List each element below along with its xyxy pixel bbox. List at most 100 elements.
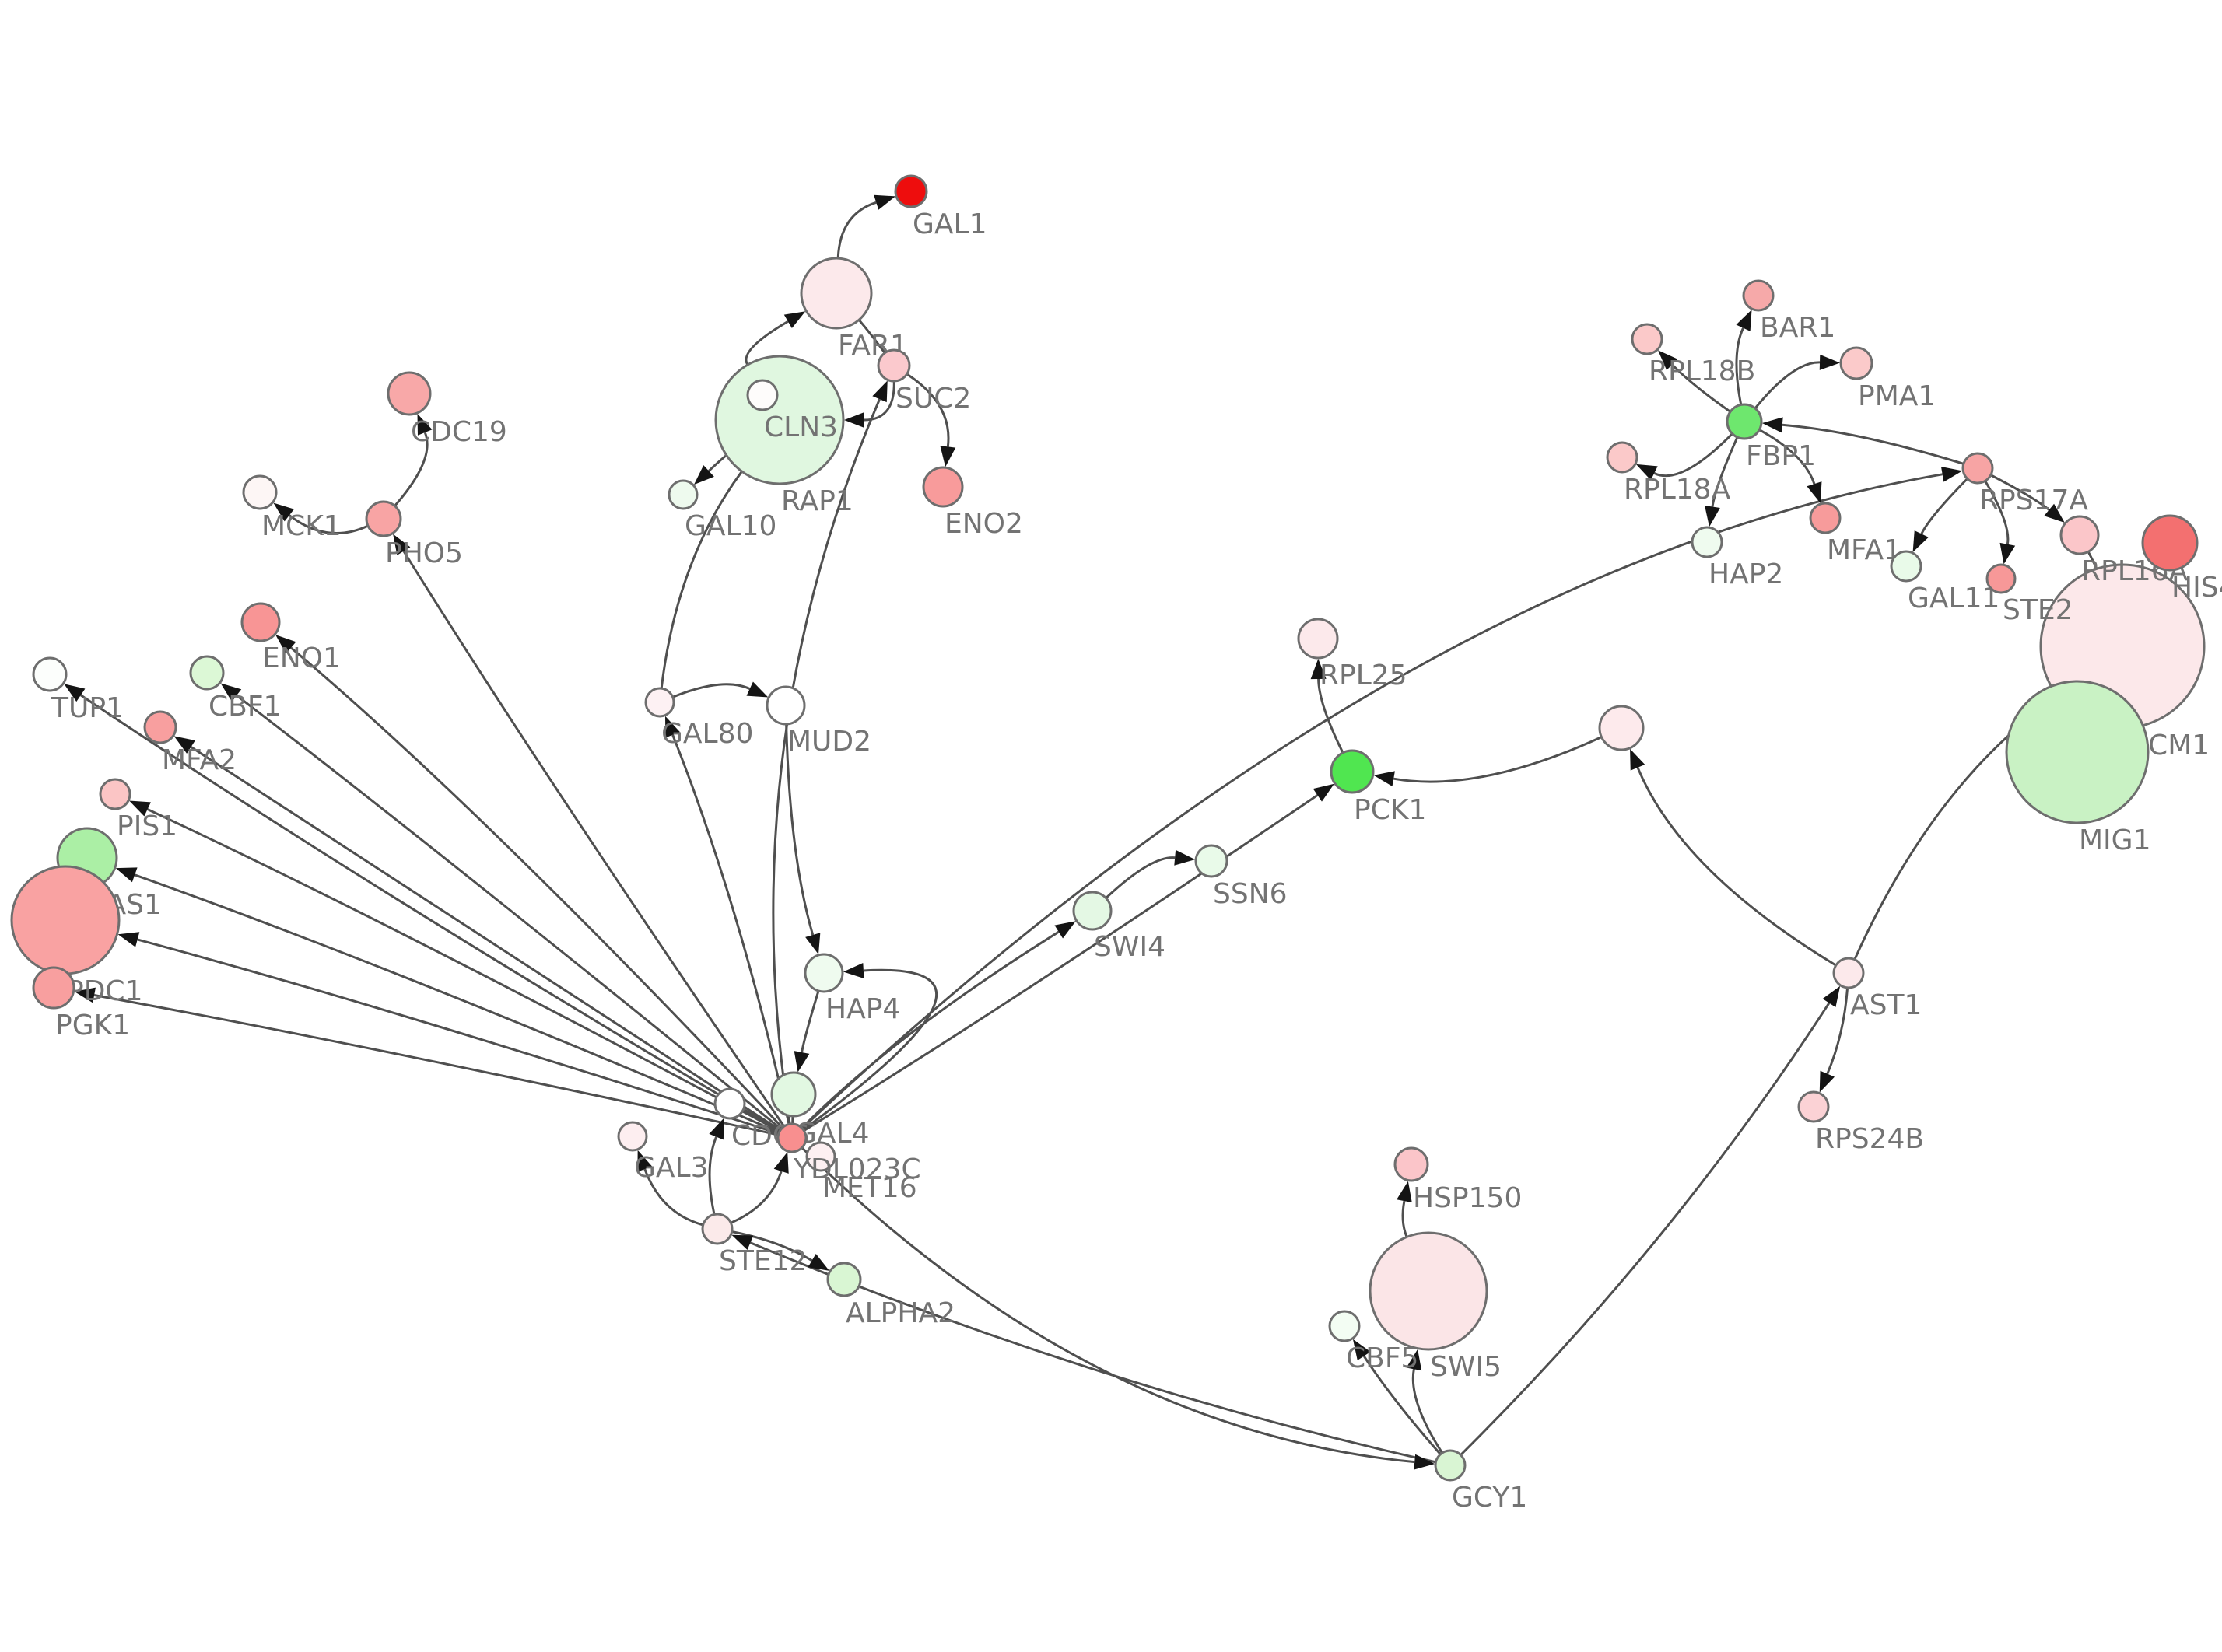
edge-YDL023C-TUP1[interactable] xyxy=(79,694,780,1132)
edge-YDL023C-SWI4[interactable] xyxy=(801,930,1060,1129)
edge-YDL023C-RAS1[interactable] xyxy=(134,873,780,1133)
node-ENO2[interactable] xyxy=(922,466,964,508)
edge-SWI4-SSN6[interactable] xyxy=(1106,856,1176,899)
edge-NODE_U1-PCK1[interactable] xyxy=(1393,736,1602,783)
edge-AST1-RPS24B[interactable] xyxy=(1826,988,1849,1075)
edge-YDL023C-PGK1[interactable] xyxy=(93,994,778,1136)
node-HAP4[interactable] xyxy=(804,953,844,993)
edge-YDL023C-GAL80[interactable] xyxy=(671,734,790,1124)
node-MUD2[interactable] xyxy=(766,685,806,726)
edge-STE12-GAL3[interactable] xyxy=(643,1168,703,1227)
edge-RPS17A-FBP1[interactable] xyxy=(1782,423,1964,465)
node-CDC6[interactable] xyxy=(713,1087,746,1120)
node-ENO1[interactable] xyxy=(240,602,281,642)
edge-YDL023C-GCY1[interactable] xyxy=(801,1147,1415,1464)
edge-PCK1-RPL25[interactable] xyxy=(1317,678,1344,753)
node-HAP2[interactable] xyxy=(1691,526,1723,558)
edge-YDL023C-PIS1[interactable] xyxy=(147,808,780,1132)
edge-RPS17A-STE2[interactable] xyxy=(1984,481,2010,545)
node-GCY1[interactable] xyxy=(1434,1449,1467,1482)
node-GAL4[interactable] xyxy=(770,1071,817,1118)
node-CLN3[interactable] xyxy=(746,379,779,411)
edge-FBP1-RPL18A[interactable] xyxy=(1653,433,1733,478)
node-GAL11[interactable] xyxy=(1890,550,1922,583)
edge-GCY1-SWI5[interactable] xyxy=(1411,1369,1443,1453)
node-HSP150[interactable] xyxy=(1393,1146,1429,1182)
node-SWI4[interactable] xyxy=(1072,891,1113,931)
edge-GAL80-MUD2[interactable] xyxy=(673,683,751,698)
node-MCK1[interactable] xyxy=(242,474,278,510)
node-RPL18A[interactable] xyxy=(1606,441,1638,474)
node-PCK1[interactable] xyxy=(1330,749,1375,794)
node-PHO5[interactable] xyxy=(365,500,402,537)
edge-PHO5-MCK1[interactable] xyxy=(288,514,368,535)
node-GAL3[interactable] xyxy=(617,1121,648,1152)
edge-YDL023C-ENO1[interactable] xyxy=(290,646,783,1129)
node-STE12[interactable] xyxy=(701,1213,734,1245)
edge-GAL80-RAP1[interactable] xyxy=(660,471,743,688)
edge-YDL023C-PCK1[interactable] xyxy=(804,794,1319,1132)
edge-STE12-CDC6[interactable] xyxy=(708,1136,718,1214)
node-GAL80[interactable] xyxy=(644,687,675,718)
edge-YDL023C-PDC1[interactable] xyxy=(137,938,779,1135)
node-SSN6[interactable] xyxy=(1194,844,1228,878)
edge-GCY1-AST1[interactable] xyxy=(1460,1002,1831,1455)
edge-FAR1-SUC2[interactable] xyxy=(858,320,885,353)
edge-YDL023C-PHO5[interactable] xyxy=(402,550,785,1127)
edge-AST1-NODE_U1[interactable] xyxy=(1636,767,1836,966)
edge-STE12-ALPHA2[interactable] xyxy=(732,1230,813,1262)
edge-HAP4-GAL4[interactable] xyxy=(801,991,820,1053)
edge-SWI5-HSP150[interactable] xyxy=(1401,1200,1408,1237)
edge-SUC2-RAP1[interactable] xyxy=(864,381,895,422)
edge-YDL023C-RPS17A[interactable] xyxy=(801,473,1943,1129)
node-MFA1[interactable] xyxy=(1809,502,1842,534)
edge-YDL023C-SUC2[interactable] xyxy=(772,398,881,1124)
node-MIG1[interactable] xyxy=(2005,680,2150,824)
node-BAR1[interactable] xyxy=(1742,279,1775,312)
node-CBF1[interactable] xyxy=(189,655,225,691)
edge-MUD2-HAP4[interactable] xyxy=(785,724,815,936)
edge-FAR1-GAL1[interactable] xyxy=(836,201,877,258)
edge-FBP1-BAR1[interactable] xyxy=(1735,327,1744,404)
node-CBF5[interactable] xyxy=(1328,1310,1361,1342)
edge-RPS17A-RPL16A[interactable] xyxy=(1991,474,2050,511)
edge-PHO5-CDC19[interactable] xyxy=(394,432,429,506)
edge-FBP1-HAP2[interactable] xyxy=(1711,437,1739,507)
edge-GCY1-CBF5[interactable] xyxy=(1362,1355,1441,1454)
node-RPL16A[interactable] xyxy=(2059,515,2100,555)
node-PMA1[interactable] xyxy=(1839,346,1873,380)
node-STE2[interactable] xyxy=(1985,563,2017,594)
node-ALPHA2[interactable] xyxy=(826,1262,862,1297)
node-CDC19[interactable] xyxy=(387,371,432,416)
node-RAP1[interactable] xyxy=(714,355,845,485)
node-MFA2[interactable] xyxy=(143,710,177,744)
edge-FBP1-PMA1[interactable] xyxy=(1754,361,1821,409)
node-RPS24B[interactable] xyxy=(1797,1090,1830,1123)
node-FAR1[interactable] xyxy=(800,257,873,330)
node-RPL25[interactable] xyxy=(1297,618,1339,660)
edge-RPS17A-GAL11[interactable] xyxy=(1920,478,1968,535)
node-PIS1[interactable] xyxy=(99,778,131,810)
edge-STE12-YDL023C[interactable] xyxy=(731,1171,783,1224)
node-FBP1[interactable] xyxy=(1726,403,1763,440)
edge-YDL023C-MFA2[interactable] xyxy=(190,746,780,1131)
node-GAL1[interactable] xyxy=(894,174,928,208)
edge-RAP1-GAL10[interactable] xyxy=(708,454,727,472)
node-TUP1[interactable] xyxy=(32,656,68,692)
edge-RAP1-FAR1[interactable] xyxy=(745,320,789,365)
node-SWI5[interactable] xyxy=(1369,1231,1488,1351)
node-NODE_U1[interactable] xyxy=(1598,705,1645,751)
edge-SUC2-ENO2[interactable] xyxy=(906,373,950,447)
edge-YDL023C-CBF1[interactable] xyxy=(236,694,782,1130)
node-AST1[interactable] xyxy=(1832,957,1865,989)
node-MET16[interactable] xyxy=(805,1141,836,1172)
node-PGK1[interactable] xyxy=(32,966,75,1010)
node-SUC2[interactable] xyxy=(877,348,911,383)
node-PDC1[interactable] xyxy=(10,865,121,975)
node-RPS17A[interactable] xyxy=(1961,452,1994,485)
edge-FBP1-MFA1[interactable] xyxy=(1759,429,1816,485)
edge-FBP1-RPL18B[interactable] xyxy=(1671,363,1731,413)
node-HIS4[interactable] xyxy=(2141,514,2199,572)
node-YDL023C[interactable] xyxy=(776,1122,808,1153)
